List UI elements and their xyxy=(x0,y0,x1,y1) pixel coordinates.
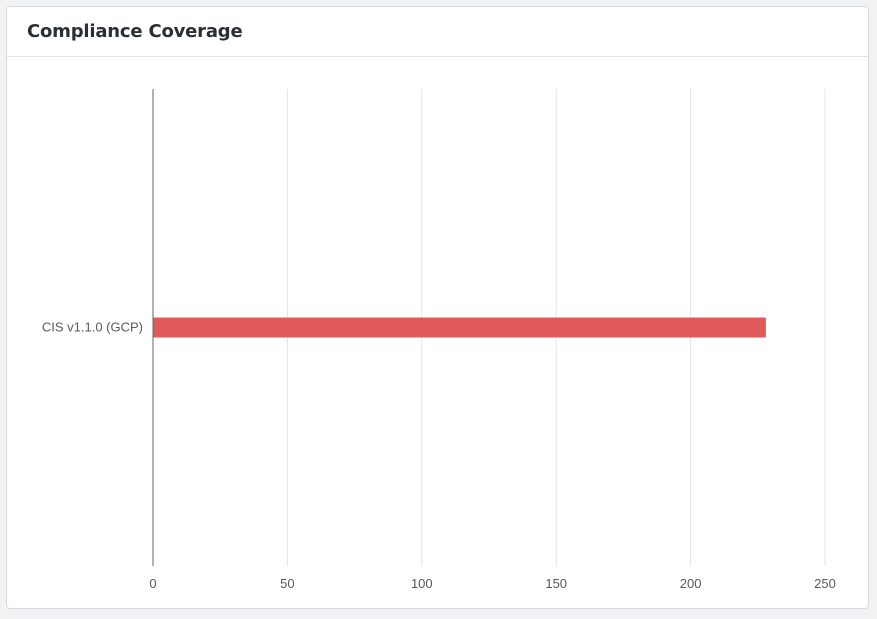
x-tick-label: 100 xyxy=(411,576,433,591)
x-tick-label: 200 xyxy=(680,576,702,591)
bars xyxy=(153,317,766,338)
x-tick-label: 250 xyxy=(814,576,836,591)
x-tick-label: 50 xyxy=(280,576,294,591)
x-tick-labels: 0 50 100 150 200 250 xyxy=(149,576,835,591)
category-label: CIS v1.1.0 (GCP) xyxy=(42,320,143,335)
category-labels: CIS v1.1.0 (GCP) xyxy=(42,320,143,335)
bar[interactable] xyxy=(153,317,766,338)
x-tick-label: 0 xyxy=(149,576,156,591)
panel-title: Compliance Coverage xyxy=(27,21,243,42)
x-tick-label: 150 xyxy=(545,576,567,591)
panel-header: Compliance Coverage xyxy=(7,7,868,57)
compliance-coverage-panel: Compliance Coverage xyxy=(6,6,869,609)
